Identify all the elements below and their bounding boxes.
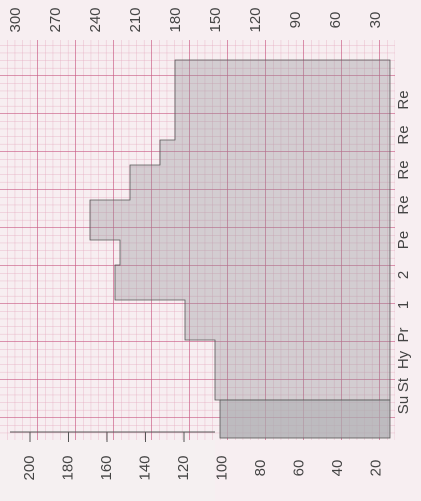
top-scale-label: 300 bbox=[7, 7, 24, 32]
top-scale-label: 30 bbox=[367, 12, 384, 29]
top-scale-label: 60 bbox=[327, 12, 344, 29]
stage-label: St bbox=[395, 377, 412, 392]
bottom-scale-label: 80 bbox=[252, 460, 269, 477]
bottom-scale-label: 160 bbox=[98, 455, 115, 480]
top-scale-label: 240 bbox=[87, 7, 104, 32]
major-grid bbox=[0, 40, 395, 440]
bottom-scale-label: 200 bbox=[21, 455, 38, 480]
top-scale-label: 270 bbox=[47, 7, 64, 32]
stage-label: Pe bbox=[395, 231, 412, 249]
stage-label: Re bbox=[395, 90, 412, 109]
top-scale-label: 150 bbox=[207, 7, 224, 32]
top-scale-label: 90 bbox=[287, 12, 304, 29]
top-scale-label: 180 bbox=[167, 7, 184, 32]
stage-label: Pr bbox=[395, 327, 412, 342]
bottom-scale-label: 140 bbox=[136, 455, 153, 480]
bottom-strip bbox=[0, 440, 215, 501]
stage-label: 1 bbox=[395, 301, 412, 309]
stage-label: Re bbox=[395, 195, 412, 214]
bottom-scale-label: 40 bbox=[329, 460, 346, 477]
bottom-scale-label: 100 bbox=[213, 455, 230, 480]
stage-label: 2 bbox=[395, 271, 412, 279]
bottom-scale-label: 120 bbox=[175, 455, 192, 480]
shaded-box bbox=[219, 399, 391, 439]
stage-label: Hy bbox=[395, 350, 412, 369]
stage-label: Re bbox=[395, 125, 412, 144]
stage-label: Su bbox=[395, 396, 412, 414]
bottom-scale-label: 20 bbox=[367, 460, 384, 477]
bottom-scale-label: 180 bbox=[59, 455, 76, 480]
top-scale-label: 210 bbox=[127, 7, 144, 32]
top-scale-label: 120 bbox=[247, 7, 264, 32]
shaded-region bbox=[89, 59, 391, 401]
stage-label: Re bbox=[395, 160, 412, 179]
bottom-scale-label: 60 bbox=[290, 460, 307, 477]
